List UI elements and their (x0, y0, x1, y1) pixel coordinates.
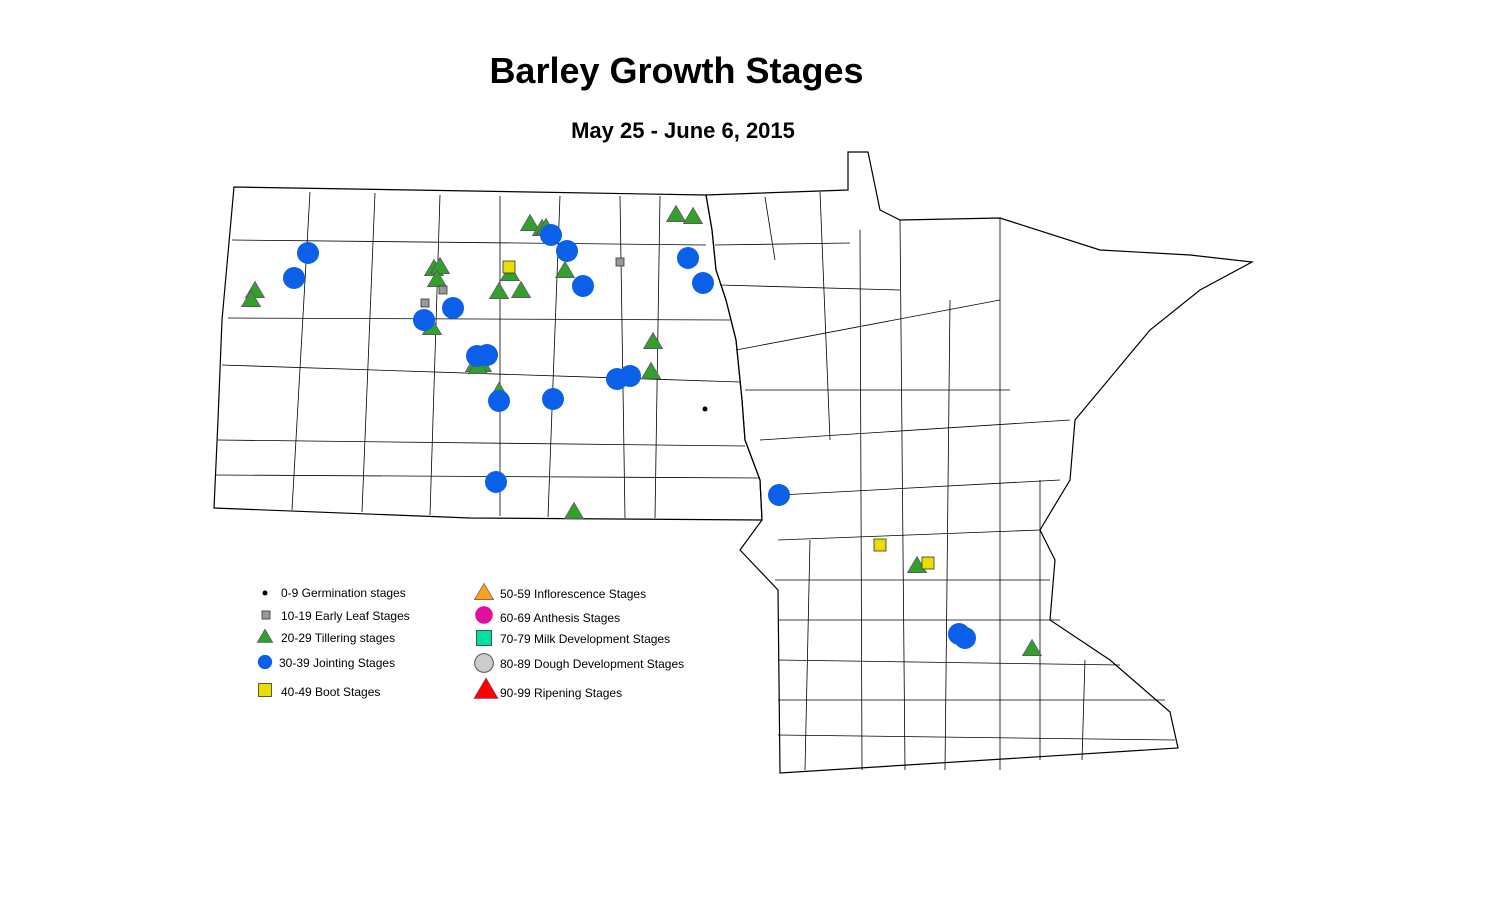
legend-label: 80-89 Dough Development Stages (500, 657, 684, 671)
jointing-marker (677, 247, 699, 269)
early-leaf-marker (615, 257, 625, 267)
jointing-marker (488, 390, 510, 412)
county-boundary (859, 229, 863, 771)
jointing-marker (485, 471, 507, 493)
county-boundary (361, 192, 376, 513)
county-boundary (764, 196, 776, 261)
legend-item-ripening: 90-99 Ripening Stages (473, 677, 622, 700)
tillering-marker (426, 269, 448, 288)
county-boundary (231, 239, 707, 246)
tillering-marker (640, 361, 662, 380)
inflorescence-legend-symbol (473, 582, 495, 601)
county-lines (215, 191, 1176, 771)
tillering-marker (510, 280, 532, 299)
jointing-marker (442, 297, 464, 319)
boot-legend-symbol (258, 683, 272, 697)
county-boundary (899, 219, 906, 771)
boot-marker (502, 260, 516, 274)
county-boundary (619, 195, 626, 519)
jointing-marker (692, 272, 714, 294)
observation-markers (240, 204, 1043, 657)
county-boundary (719, 284, 901, 291)
legend-item-inflorescence: 50-59 Inflorescence Stages (473, 582, 646, 601)
tillering-marker (240, 289, 262, 308)
germination-legend-symbol (262, 590, 268, 596)
jointing-marker (283, 267, 305, 289)
legend-item-anthesis: 60-69 Anthesis Stages (475, 606, 620, 625)
tillering-marker (554, 260, 576, 279)
tillering-marker (682, 206, 704, 225)
tillering-marker (665, 204, 687, 223)
tillering-marker (642, 331, 664, 350)
legend-label: 0-9 Germination stages (281, 586, 406, 600)
legend-label: 30-39 Jointing Stages (279, 656, 395, 670)
legend-item-tillering: 20-29 Tillering stages (256, 628, 395, 645)
county-boundary (1081, 659, 1086, 761)
early-leaf-legend-symbol (261, 610, 271, 620)
jointing-marker (768, 484, 790, 506)
county-boundary (291, 191, 311, 511)
legend-label: 90-99 Ripening Stages (500, 686, 622, 700)
milk-legend-symbol (476, 630, 492, 646)
county-boundary (714, 242, 851, 246)
county-boundary (429, 194, 441, 516)
legend-item-early-leaf: 10-19 Early Leaf Stages (261, 609, 410, 623)
jointing-marker (540, 224, 562, 246)
county-boundary (735, 299, 1001, 351)
legend-label: 20-29 Tillering stages (281, 631, 395, 645)
county-boundary (759, 419, 1071, 441)
county-boundary (819, 191, 831, 441)
ripening-legend-symbol (473, 677, 499, 699)
map-title: Barley Growth Stages (489, 50, 864, 91)
tillering-marker (488, 281, 510, 300)
jointing-marker (542, 388, 564, 410)
legend-item-boot: 40-49 Boot Stages (258, 683, 380, 699)
tillering-legend-symbol (256, 628, 274, 643)
jointing-marker (297, 242, 319, 264)
boot-marker (873, 538, 887, 552)
tillering-marker (563, 501, 585, 520)
legend-item-germination: 0-9 Germination stages (262, 586, 406, 600)
county-boundary (654, 195, 661, 519)
boot-marker (921, 556, 935, 570)
dough-legend-symbol (474, 653, 494, 673)
legend-label: 60-69 Anthesis Stages (500, 611, 620, 625)
legend-item-jointing: 30-39 Jointing Stages (257, 654, 395, 670)
jointing-marker (954, 627, 976, 649)
county-boundary (944, 299, 951, 771)
legend-label: 50-59 Inflorescence Stages (500, 587, 646, 601)
county-boundary (777, 529, 1041, 541)
tillering-marker (429, 256, 451, 275)
jointing-marker (556, 240, 578, 262)
tillering-marker (519, 213, 541, 232)
county-boundary (804, 539, 811, 771)
county-boundary (779, 479, 1061, 496)
germination-marker (702, 406, 708, 412)
county-boundary (777, 734, 1176, 741)
county-boundary (777, 659, 1121, 666)
jointing-legend-symbol (257, 654, 273, 670)
minnesota-outline (705, 151, 1254, 774)
legend-label: 10-19 Early Leaf Stages (281, 609, 410, 623)
legend: 0-9 Germination stages 10-19 Early Leaf S… (256, 582, 684, 700)
state-outlines (213, 151, 1254, 774)
tillering-marker (1021, 638, 1043, 657)
legend-label: 70-79 Milk Development Stages (500, 632, 670, 646)
jointing-marker (619, 365, 641, 387)
jointing-marker (413, 309, 435, 331)
legend-item-dough: 80-89 Dough Development Stages (474, 653, 684, 673)
legend-item-milk: 70-79 Milk Development Stages (476, 630, 670, 646)
jointing-marker (476, 344, 498, 366)
early-leaf-marker (420, 298, 430, 308)
early-leaf-marker (438, 285, 448, 295)
county-boundary (217, 439, 746, 447)
legend-label: 40-49 Boot Stages (281, 685, 380, 699)
anthesis-legend-symbol (475, 606, 493, 624)
jointing-marker (572, 275, 594, 297)
county-boundary (227, 317, 731, 321)
map-subtitle: May 25 - June 6, 2015 (571, 118, 795, 143)
